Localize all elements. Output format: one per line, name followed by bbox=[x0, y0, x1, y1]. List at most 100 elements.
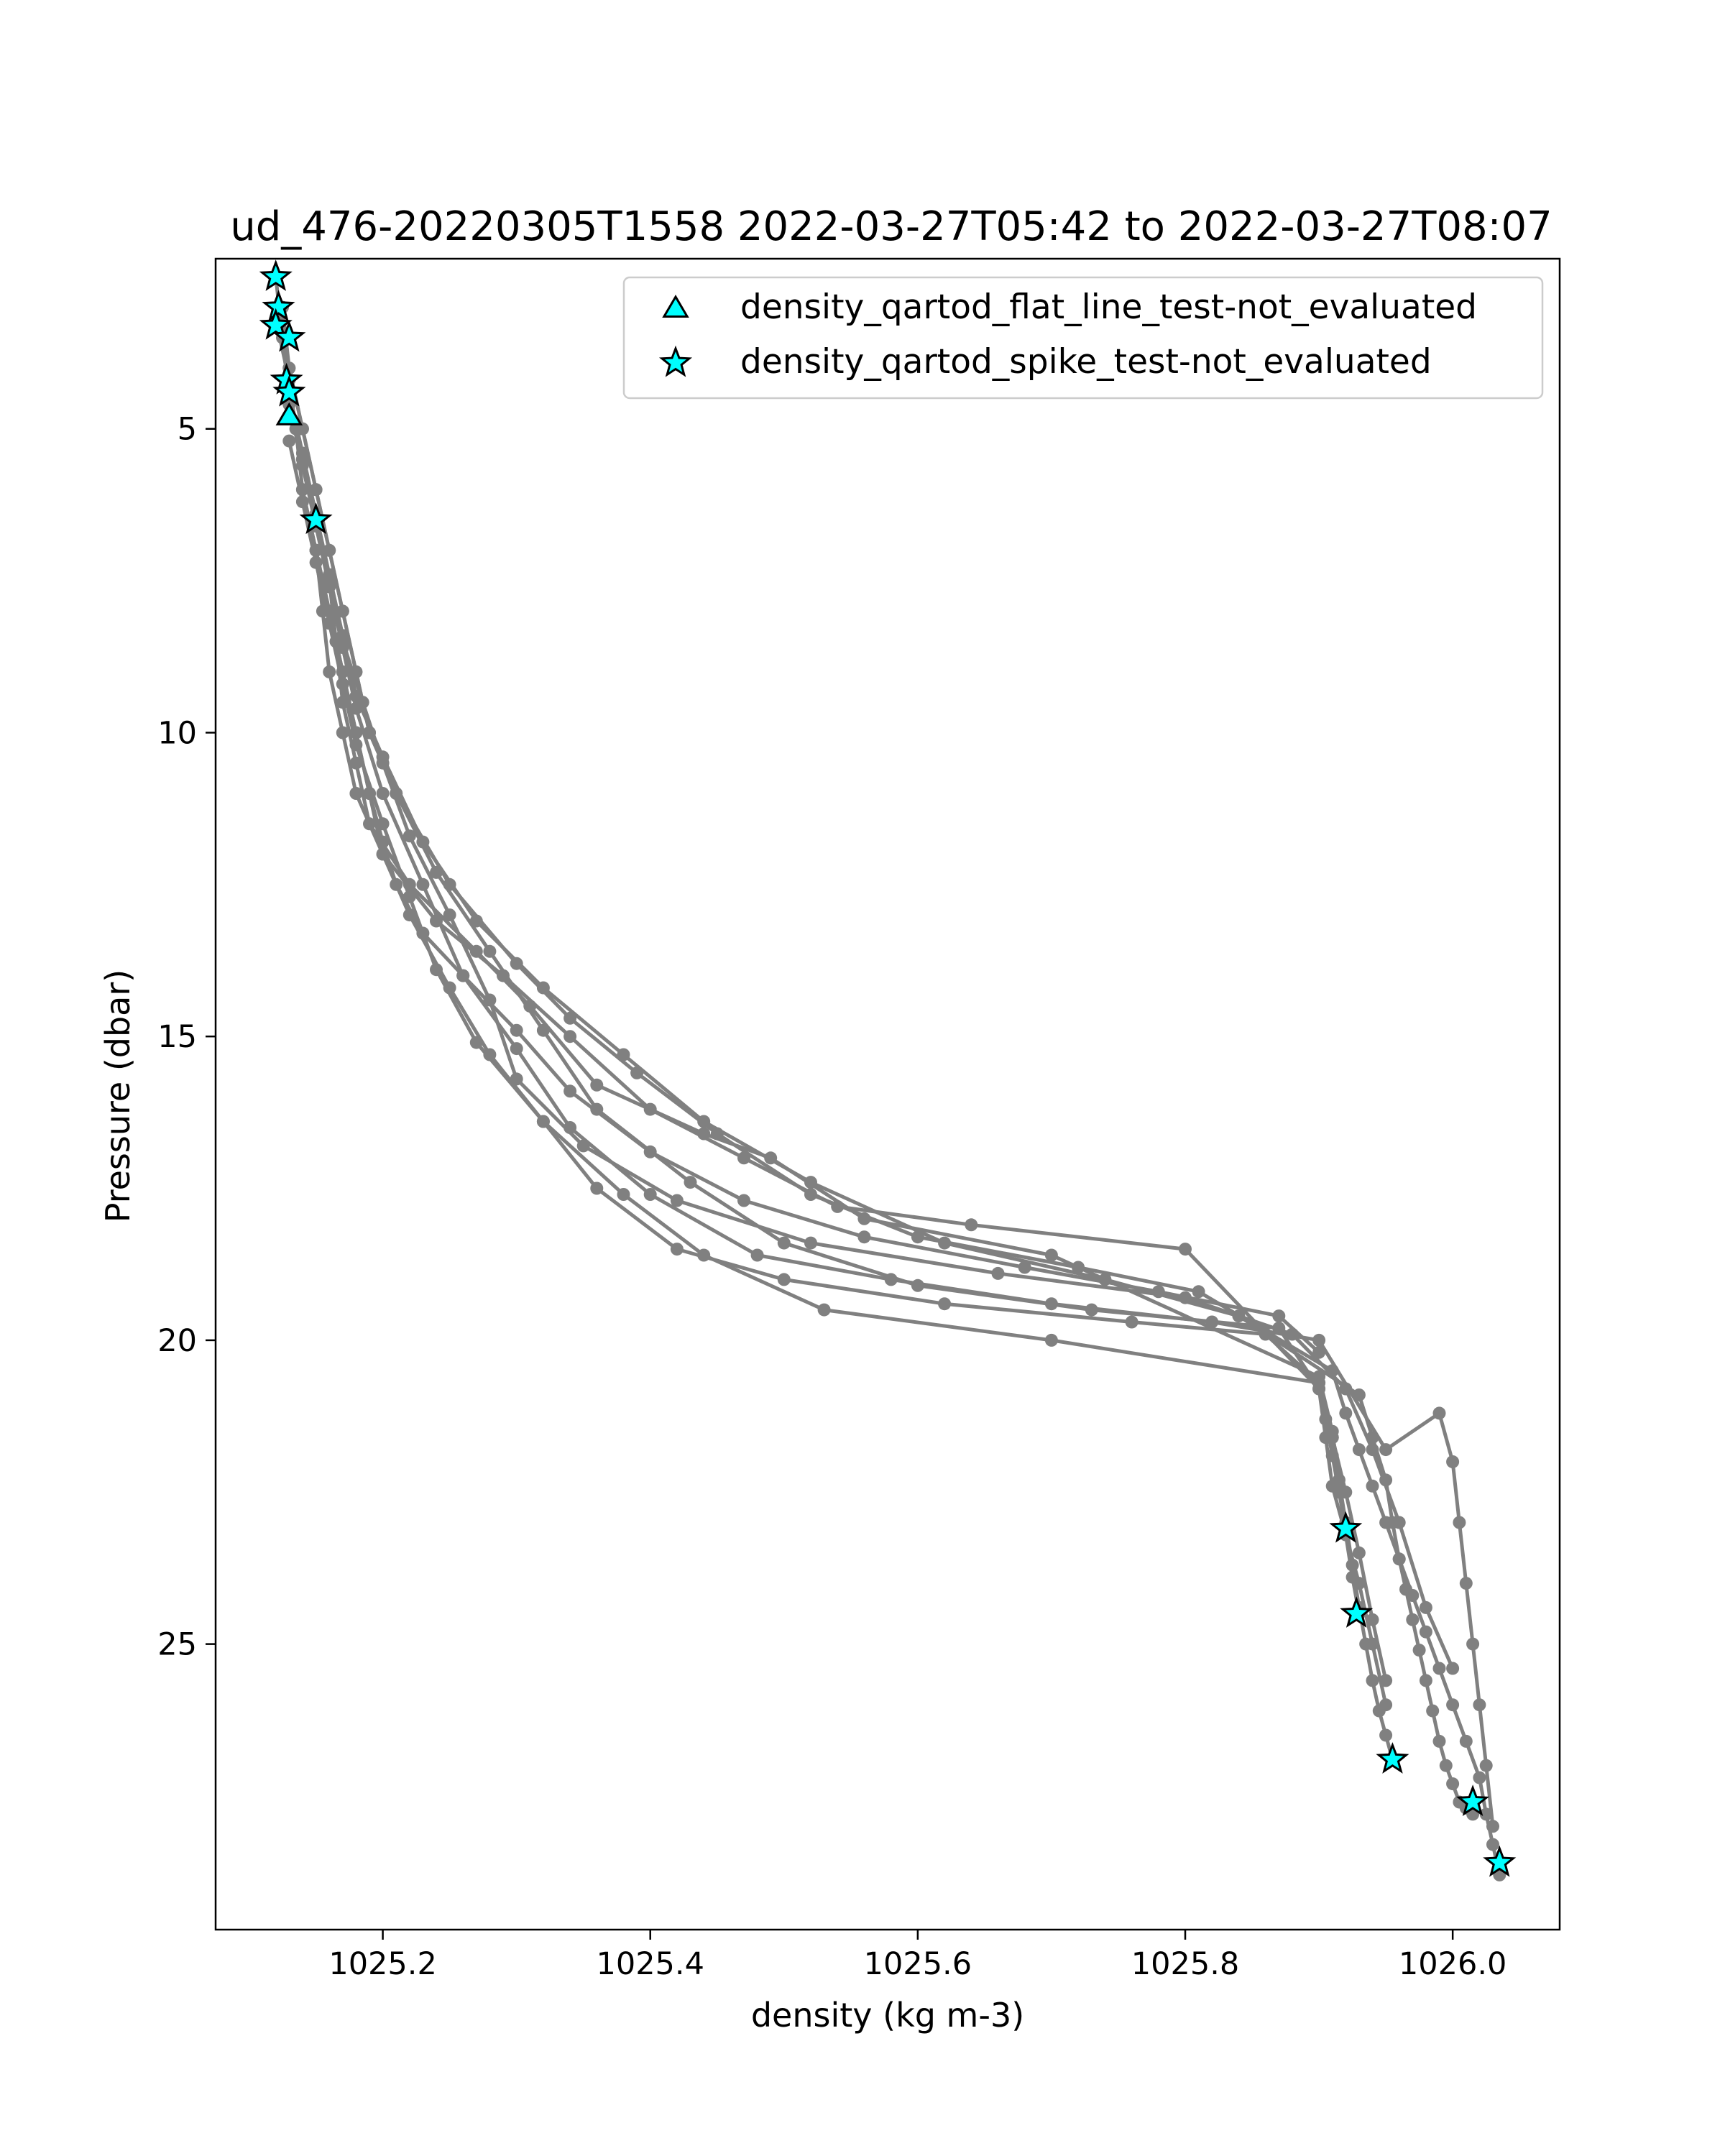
profile-point bbox=[737, 1194, 750, 1207]
profile-point bbox=[336, 641, 349, 655]
profile-point bbox=[363, 787, 376, 800]
profile-point bbox=[1446, 1698, 1460, 1712]
spike-marker bbox=[1376, 1742, 1409, 1774]
profile-point bbox=[804, 1176, 817, 1189]
profile-point bbox=[1339, 1406, 1353, 1420]
profile-point bbox=[483, 1048, 497, 1061]
profile-point bbox=[684, 1176, 697, 1189]
profile-point bbox=[1446, 1455, 1460, 1468]
profile-point bbox=[323, 604, 336, 618]
profile-point bbox=[1439, 1759, 1453, 1772]
profile-point bbox=[857, 1212, 871, 1225]
profile-point bbox=[1366, 1479, 1379, 1493]
profile-point bbox=[336, 726, 349, 740]
spike-marker bbox=[1483, 1845, 1517, 1877]
profile-point bbox=[336, 604, 349, 618]
profile-point bbox=[1379, 1473, 1393, 1487]
profile-point bbox=[349, 738, 363, 752]
spike-marker bbox=[1340, 1596, 1374, 1628]
profile-point bbox=[295, 422, 309, 436]
profile-point bbox=[1453, 1516, 1466, 1529]
profile-point bbox=[777, 1236, 791, 1250]
profile-point bbox=[1479, 1807, 1493, 1821]
profile-point bbox=[1325, 1364, 1339, 1378]
profile-point bbox=[376, 817, 390, 831]
spike-marker bbox=[262, 290, 295, 322]
profile-point bbox=[510, 1072, 523, 1086]
profile-point bbox=[617, 1048, 630, 1061]
profile-point bbox=[590, 1078, 604, 1092]
profile-point bbox=[564, 1084, 577, 1098]
spike-marker bbox=[259, 259, 293, 291]
x-axis-ticks: 1025.2 1025.4 1025.6 1025.8 1026.0 bbox=[328, 1930, 1506, 1982]
profile-point bbox=[1446, 1662, 1460, 1675]
profile-point bbox=[1379, 1728, 1393, 1742]
profile-point bbox=[643, 1188, 657, 1201]
profile-point bbox=[295, 495, 309, 509]
profile-point bbox=[1479, 1759, 1493, 1772]
profile-point bbox=[1192, 1285, 1205, 1299]
profile-point bbox=[750, 1248, 764, 1262]
profile-point bbox=[323, 617, 336, 630]
profile-point bbox=[804, 1236, 817, 1250]
profile-point bbox=[336, 696, 349, 709]
profile-point bbox=[376, 847, 390, 861]
profile-point bbox=[443, 908, 456, 922]
profile-point bbox=[1379, 1674, 1393, 1687]
profile-point bbox=[430, 963, 443, 977]
profile-point bbox=[1466, 1637, 1480, 1651]
profile-point bbox=[1272, 1322, 1286, 1335]
profile-point bbox=[630, 1066, 644, 1079]
profile-point bbox=[1352, 1388, 1366, 1401]
profile-point bbox=[1432, 1406, 1446, 1420]
profile-point bbox=[363, 726, 376, 740]
profile-point bbox=[1446, 1777, 1460, 1791]
profile-point bbox=[430, 914, 443, 928]
y-tick-label: 25 bbox=[157, 1627, 197, 1663]
profile-point bbox=[1406, 1589, 1420, 1602]
profile-point bbox=[349, 726, 363, 740]
profile-point bbox=[402, 877, 416, 891]
profile-point bbox=[363, 817, 376, 831]
profile-point bbox=[1366, 1613, 1379, 1626]
profile-point bbox=[777, 1273, 791, 1286]
profile-point bbox=[1125, 1315, 1138, 1329]
profile-point bbox=[697, 1248, 711, 1262]
profile-point bbox=[402, 890, 416, 903]
profile-point bbox=[323, 543, 336, 557]
profile-point bbox=[643, 1102, 657, 1116]
profile-point bbox=[617, 1188, 630, 1201]
profile-point bbox=[416, 926, 430, 940]
spike-marker bbox=[272, 374, 306, 407]
profile-point bbox=[416, 877, 430, 891]
profile-point bbox=[376, 787, 390, 800]
x-tick-label: 1025.4 bbox=[596, 1946, 704, 1982]
profile-point bbox=[737, 1151, 750, 1165]
profile-point bbox=[443, 877, 456, 891]
profile-point bbox=[697, 1127, 711, 1141]
profile-point bbox=[1205, 1315, 1219, 1329]
profile-point bbox=[1392, 1552, 1406, 1566]
profile-point bbox=[282, 434, 296, 448]
profile-point bbox=[1392, 1516, 1406, 1529]
profile-point bbox=[590, 1181, 604, 1195]
profile-point bbox=[349, 701, 363, 715]
profile-point bbox=[911, 1230, 924, 1244]
spike-marker bbox=[1329, 1511, 1363, 1543]
profile-point bbox=[1366, 1443, 1379, 1457]
profile-point bbox=[1325, 1449, 1339, 1462]
y-tick-label: 15 bbox=[157, 1019, 197, 1055]
profile-point bbox=[1459, 1577, 1473, 1590]
flat-line-marker bbox=[275, 402, 303, 425]
profile-point bbox=[643, 1145, 657, 1158]
profile-point bbox=[576, 1139, 590, 1153]
profile-point bbox=[764, 1151, 778, 1165]
profile-point bbox=[1044, 1297, 1058, 1311]
profile-point bbox=[1333, 1485, 1346, 1499]
legend-label-spike: density_qartod_spike_test-not_evaluated bbox=[740, 342, 1432, 382]
profile-point bbox=[857, 1230, 871, 1244]
profile-point bbox=[710, 1127, 724, 1141]
profile-point bbox=[1432, 1734, 1446, 1748]
profile-point bbox=[469, 914, 483, 928]
y-tick-label: 5 bbox=[178, 412, 197, 448]
